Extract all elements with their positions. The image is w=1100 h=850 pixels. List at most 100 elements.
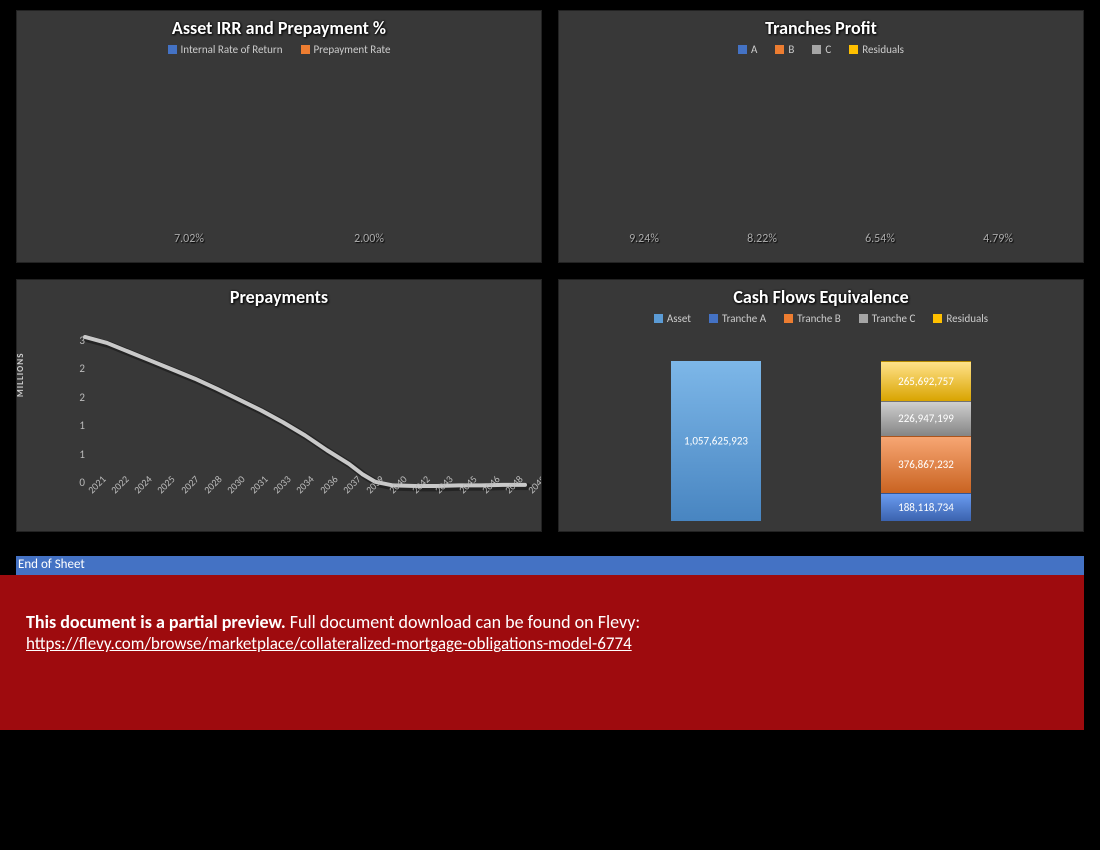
legend-swatch-icon bbox=[654, 314, 663, 323]
x-tick: 2042 bbox=[409, 487, 437, 515]
legend-label: Tranche C bbox=[872, 312, 916, 325]
panel-cashflows: Cash Flows Equivalence Asset Tranche A Tra… bbox=[558, 279, 1084, 532]
legend-item: Asset bbox=[654, 312, 691, 325]
preview-bold: This document is a partial preview. bbox=[26, 611, 286, 633]
chart-title: Asset IRR and Prepayment % bbox=[17, 17, 541, 39]
legend-item: Tranche B bbox=[784, 312, 841, 325]
chart-title: Prepayments bbox=[17, 286, 541, 308]
bar-value-label: 7.02% bbox=[174, 232, 204, 246]
legend-label: C bbox=[825, 43, 831, 56]
legend-swatch-icon bbox=[859, 314, 868, 323]
legend-item: Internal Rate of Return bbox=[168, 43, 283, 56]
legend: Internal Rate of Return Prepayment Rate bbox=[17, 43, 541, 56]
legend-swatch-icon bbox=[784, 314, 793, 323]
bar-value-label: 4.79% bbox=[983, 232, 1013, 246]
legend-swatch-icon bbox=[933, 314, 942, 323]
legend-item: Tranche A bbox=[709, 312, 766, 325]
y-tick: 3 bbox=[67, 334, 85, 347]
y-tick: 2 bbox=[67, 391, 85, 404]
panel-tranches-profit: Tranches Profit A B C Residuals 9.24% 8.22% 6… bbox=[558, 10, 1084, 263]
x-tick: 2022 bbox=[108, 487, 136, 515]
end-of-sheet-bar: End of Sheet bbox=[16, 556, 1084, 575]
x-tick: 2043 bbox=[432, 487, 460, 515]
tranches-stack: 265,692,757226,947,199376,867,232188,118… bbox=[881, 361, 971, 521]
x-tick: 2036 bbox=[317, 487, 345, 515]
asset-value-label: 1,057,625,923 bbox=[671, 435, 761, 448]
legend-swatch-icon bbox=[301, 45, 310, 54]
x-tick: 2031 bbox=[247, 487, 275, 515]
panel-prepayments: Prepayments MILLIONS 3 2 2 1 1 0 202120222024… bbox=[16, 279, 542, 532]
bar: 7.02% bbox=[114, 232, 264, 250]
x-ticks: 2021202220242025202720282030203120332034… bbox=[85, 487, 525, 527]
y-tick: 1 bbox=[67, 448, 85, 461]
y-tick: 0 bbox=[67, 476, 85, 489]
stack-segment: 265,692,757 bbox=[881, 361, 971, 401]
x-tick: 2021 bbox=[85, 487, 113, 515]
bar-value-label: 9.24% bbox=[629, 232, 659, 246]
legend-item: Prepayment Rate bbox=[301, 43, 391, 56]
preview-banner: This document is a partial preview. Full… bbox=[0, 575, 1084, 730]
legend-swatch-icon bbox=[709, 314, 718, 323]
legend-swatch-icon bbox=[812, 45, 821, 54]
bar-value-label: 8.22% bbox=[747, 232, 777, 246]
x-tick: 2048 bbox=[502, 487, 530, 515]
dashboard-grid: Asset IRR and Prepayment % Internal Rate… bbox=[0, 0, 1100, 542]
x-tick: 2039 bbox=[363, 487, 391, 515]
bar: 2.00% bbox=[294, 232, 444, 250]
x-tick: 2025 bbox=[154, 487, 182, 515]
asset-column: 1,057,625,923 bbox=[671, 361, 761, 521]
stack-segment: 376,867,232 bbox=[881, 436, 971, 493]
preview-link[interactable]: https://flevy.com/browse/marketplace/col… bbox=[26, 633, 632, 654]
x-tick: 2028 bbox=[201, 487, 229, 515]
y-tick: 1 bbox=[67, 419, 85, 432]
chart-title: Tranches Profit bbox=[559, 17, 1083, 39]
bar: 8.22% bbox=[712, 232, 812, 250]
preview-rest: Full document download can be found on F… bbox=[286, 611, 640, 633]
legend-label: Residuals bbox=[862, 43, 904, 56]
panel-asset-irr: Asset IRR and Prepayment % Internal Rate… bbox=[16, 10, 542, 263]
bar: 9.24% bbox=[594, 232, 694, 250]
y-axis-label: MILLIONS bbox=[16, 352, 26, 397]
bar-value-label: 2.00% bbox=[354, 232, 384, 246]
bar-plot: 7.02% 2.00% bbox=[17, 71, 541, 262]
bar-plot: 9.24% 8.22% 6.54% 4.79% bbox=[559, 71, 1083, 262]
legend-item: A bbox=[738, 43, 757, 56]
x-tick: 2033 bbox=[270, 487, 298, 515]
stack-segment: 188,118,734 bbox=[881, 493, 971, 521]
x-tick: 2027 bbox=[178, 487, 206, 515]
chart-title: Cash Flows Equivalence bbox=[559, 286, 1083, 308]
x-tick: 2024 bbox=[131, 487, 159, 515]
line-plot bbox=[85, 334, 525, 489]
y-tick: 2 bbox=[67, 362, 85, 375]
stack-segment: 226,947,199 bbox=[881, 401, 971, 435]
legend-label: Residuals bbox=[946, 312, 988, 325]
bar: 6.54% bbox=[830, 232, 930, 250]
legend-label: Internal Rate of Return bbox=[181, 43, 283, 56]
legend-item: C bbox=[812, 43, 831, 56]
x-tick: 2040 bbox=[386, 487, 414, 515]
legend-item: Residuals bbox=[849, 43, 904, 56]
line-series bbox=[85, 337, 525, 486]
x-tick: 2037 bbox=[340, 487, 368, 515]
stacked-plot: 1,057,625,923 265,692,757226,947,199376,8… bbox=[559, 350, 1083, 531]
legend-swatch-icon bbox=[168, 45, 177, 54]
legend: Asset Tranche A Tranche B Tranche C Residual… bbox=[559, 312, 1083, 325]
bar: 4.79% bbox=[948, 232, 1048, 250]
x-tick: 2045 bbox=[456, 487, 484, 515]
legend-item: B bbox=[775, 43, 794, 56]
legend-swatch-icon bbox=[849, 45, 858, 54]
preview-text: This document is a partial preview. Full… bbox=[26, 611, 1058, 633]
legend-label: A bbox=[751, 43, 757, 56]
legend-label: Tranche B bbox=[797, 312, 841, 325]
x-tick: 2049 bbox=[525, 487, 542, 515]
y-ticks: 3 2 2 1 1 0 bbox=[67, 334, 85, 489]
legend-swatch-icon bbox=[738, 45, 747, 54]
x-tick: 2046 bbox=[479, 487, 507, 515]
bar-value-label: 6.54% bbox=[865, 232, 895, 246]
legend: A B C Residuals bbox=[559, 43, 1083, 56]
legend-label: Asset bbox=[667, 312, 691, 325]
x-tick: 2034 bbox=[293, 487, 321, 515]
legend-item: Residuals bbox=[933, 312, 988, 325]
legend-item: Tranche C bbox=[859, 312, 916, 325]
x-tick: 2030 bbox=[224, 487, 252, 515]
